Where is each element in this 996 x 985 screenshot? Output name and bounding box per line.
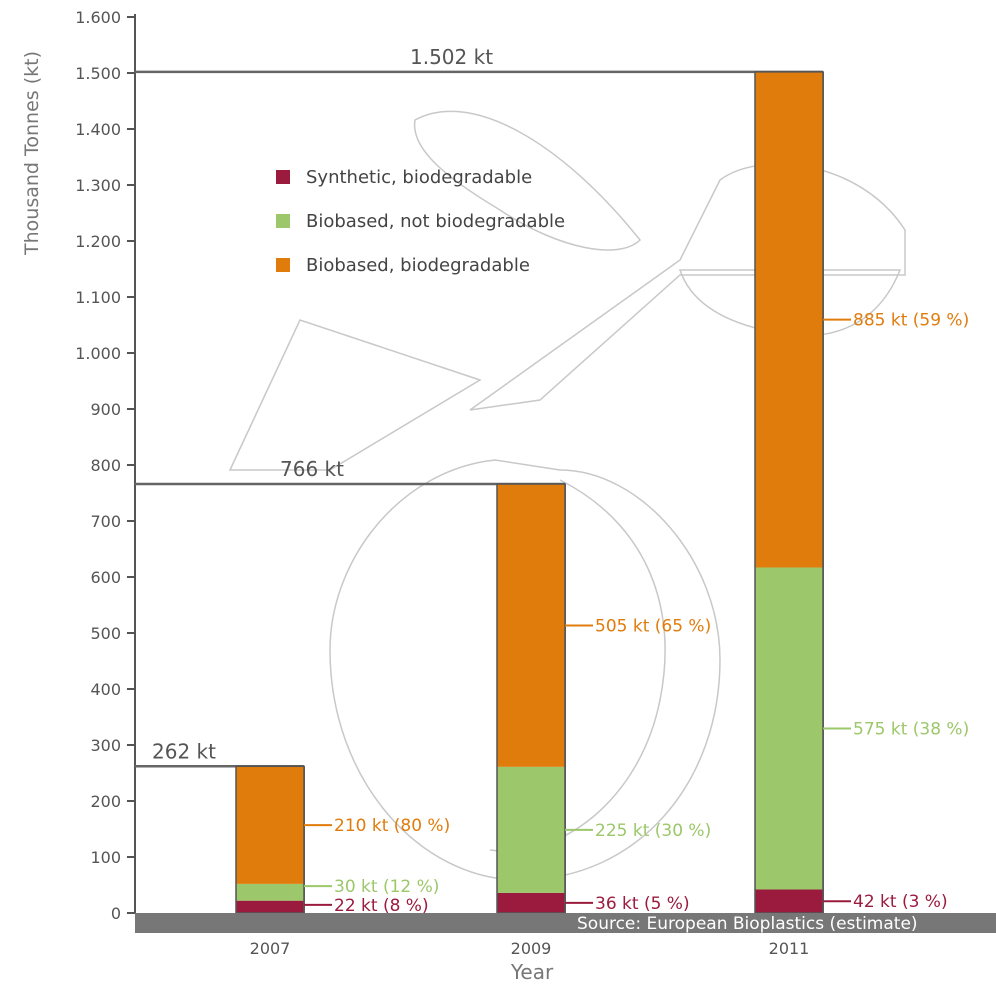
y-tick-label: 1.000 (75, 344, 121, 363)
y-tick-label: 100 (90, 848, 121, 867)
y-tick-label: 400 (90, 680, 121, 699)
data-label: 885 kt (59 %) (853, 311, 969, 331)
bar-segment (236, 900, 304, 913)
total-label: 262 kt (152, 739, 216, 763)
data-label: 225 kt (30 %) (595, 821, 711, 841)
bar-segment (497, 892, 565, 913)
legend-swatch (276, 258, 290, 272)
data-labels: 22 kt (8 %)30 kt (12 %) 210 kt (80 %) 36 k… (304, 311, 969, 916)
legend-label: Synthetic, biodegradable (306, 167, 532, 188)
x-tick-label: 2007 (250, 939, 291, 958)
data-label: 210 kt (80 %) (334, 816, 450, 836)
x-tick-label: 2009 (511, 939, 552, 958)
bars (235, 71, 824, 914)
x-tick-label: 2011 (769, 939, 810, 958)
y-tick-label: 1.200 (75, 232, 121, 251)
y-tick-label: 300 (90, 736, 121, 755)
y-tick-label: 1.500 (75, 64, 121, 83)
data-label: 42 kt (3 %) (853, 892, 948, 912)
y-tick-label: 500 (90, 624, 121, 643)
data-label: 36 kt (5 %) (595, 894, 690, 914)
y-axis-title: Thousand Tonnes (kt) (21, 51, 43, 256)
x-axis-title: Year (510, 960, 554, 984)
data-label: 22 kt (8 %) (334, 896, 429, 916)
y-tick-label: 900 (90, 400, 121, 419)
bar-segment (755, 71, 823, 568)
legend-label: Biobased, biodegradable (306, 255, 530, 276)
baseline-bar (135, 913, 996, 933)
legend-swatch (276, 170, 290, 184)
y-tick-label: 800 (90, 456, 121, 475)
source-label: Source: European Bioplastics (estimate) (577, 914, 918, 934)
y-tick-label: 0 (111, 904, 121, 923)
bar-segment (755, 889, 823, 913)
bar-segment (497, 766, 565, 893)
y-tick-label: 1.600 (75, 8, 121, 27)
data-label: 505 kt (65 %) (595, 616, 711, 636)
legend-label: Biobased, not biodegradable (306, 211, 565, 232)
total-label: 1.502 kt (410, 45, 493, 69)
bar-segment (755, 567, 823, 890)
legend-swatch (276, 214, 290, 228)
y-tick-label: 600 (90, 568, 121, 587)
data-label: 30 kt (12 %) (334, 877, 439, 897)
y-tick-label: 1.300 (75, 176, 121, 195)
y-axis: 0 100 200 300 400 500 600 700 800 900 1.000 1.100 1.… (75, 8, 136, 923)
total-label: 766 kt (280, 457, 344, 481)
legend: Synthetic, biodegradable Biobased, not bi… (276, 167, 565, 276)
bar-segment (236, 883, 304, 901)
y-tick-label: 200 (90, 792, 121, 811)
y-tick-label: 700 (90, 512, 121, 531)
bar-segment (497, 484, 565, 767)
data-label: 575 kt (38 %) (853, 719, 969, 739)
bar-segment (236, 766, 304, 884)
y-tick-label: 1.400 (75, 120, 121, 139)
y-tick-label: 1.100 (75, 288, 121, 307)
x-axis: 2007 2009 2011 (250, 939, 810, 958)
